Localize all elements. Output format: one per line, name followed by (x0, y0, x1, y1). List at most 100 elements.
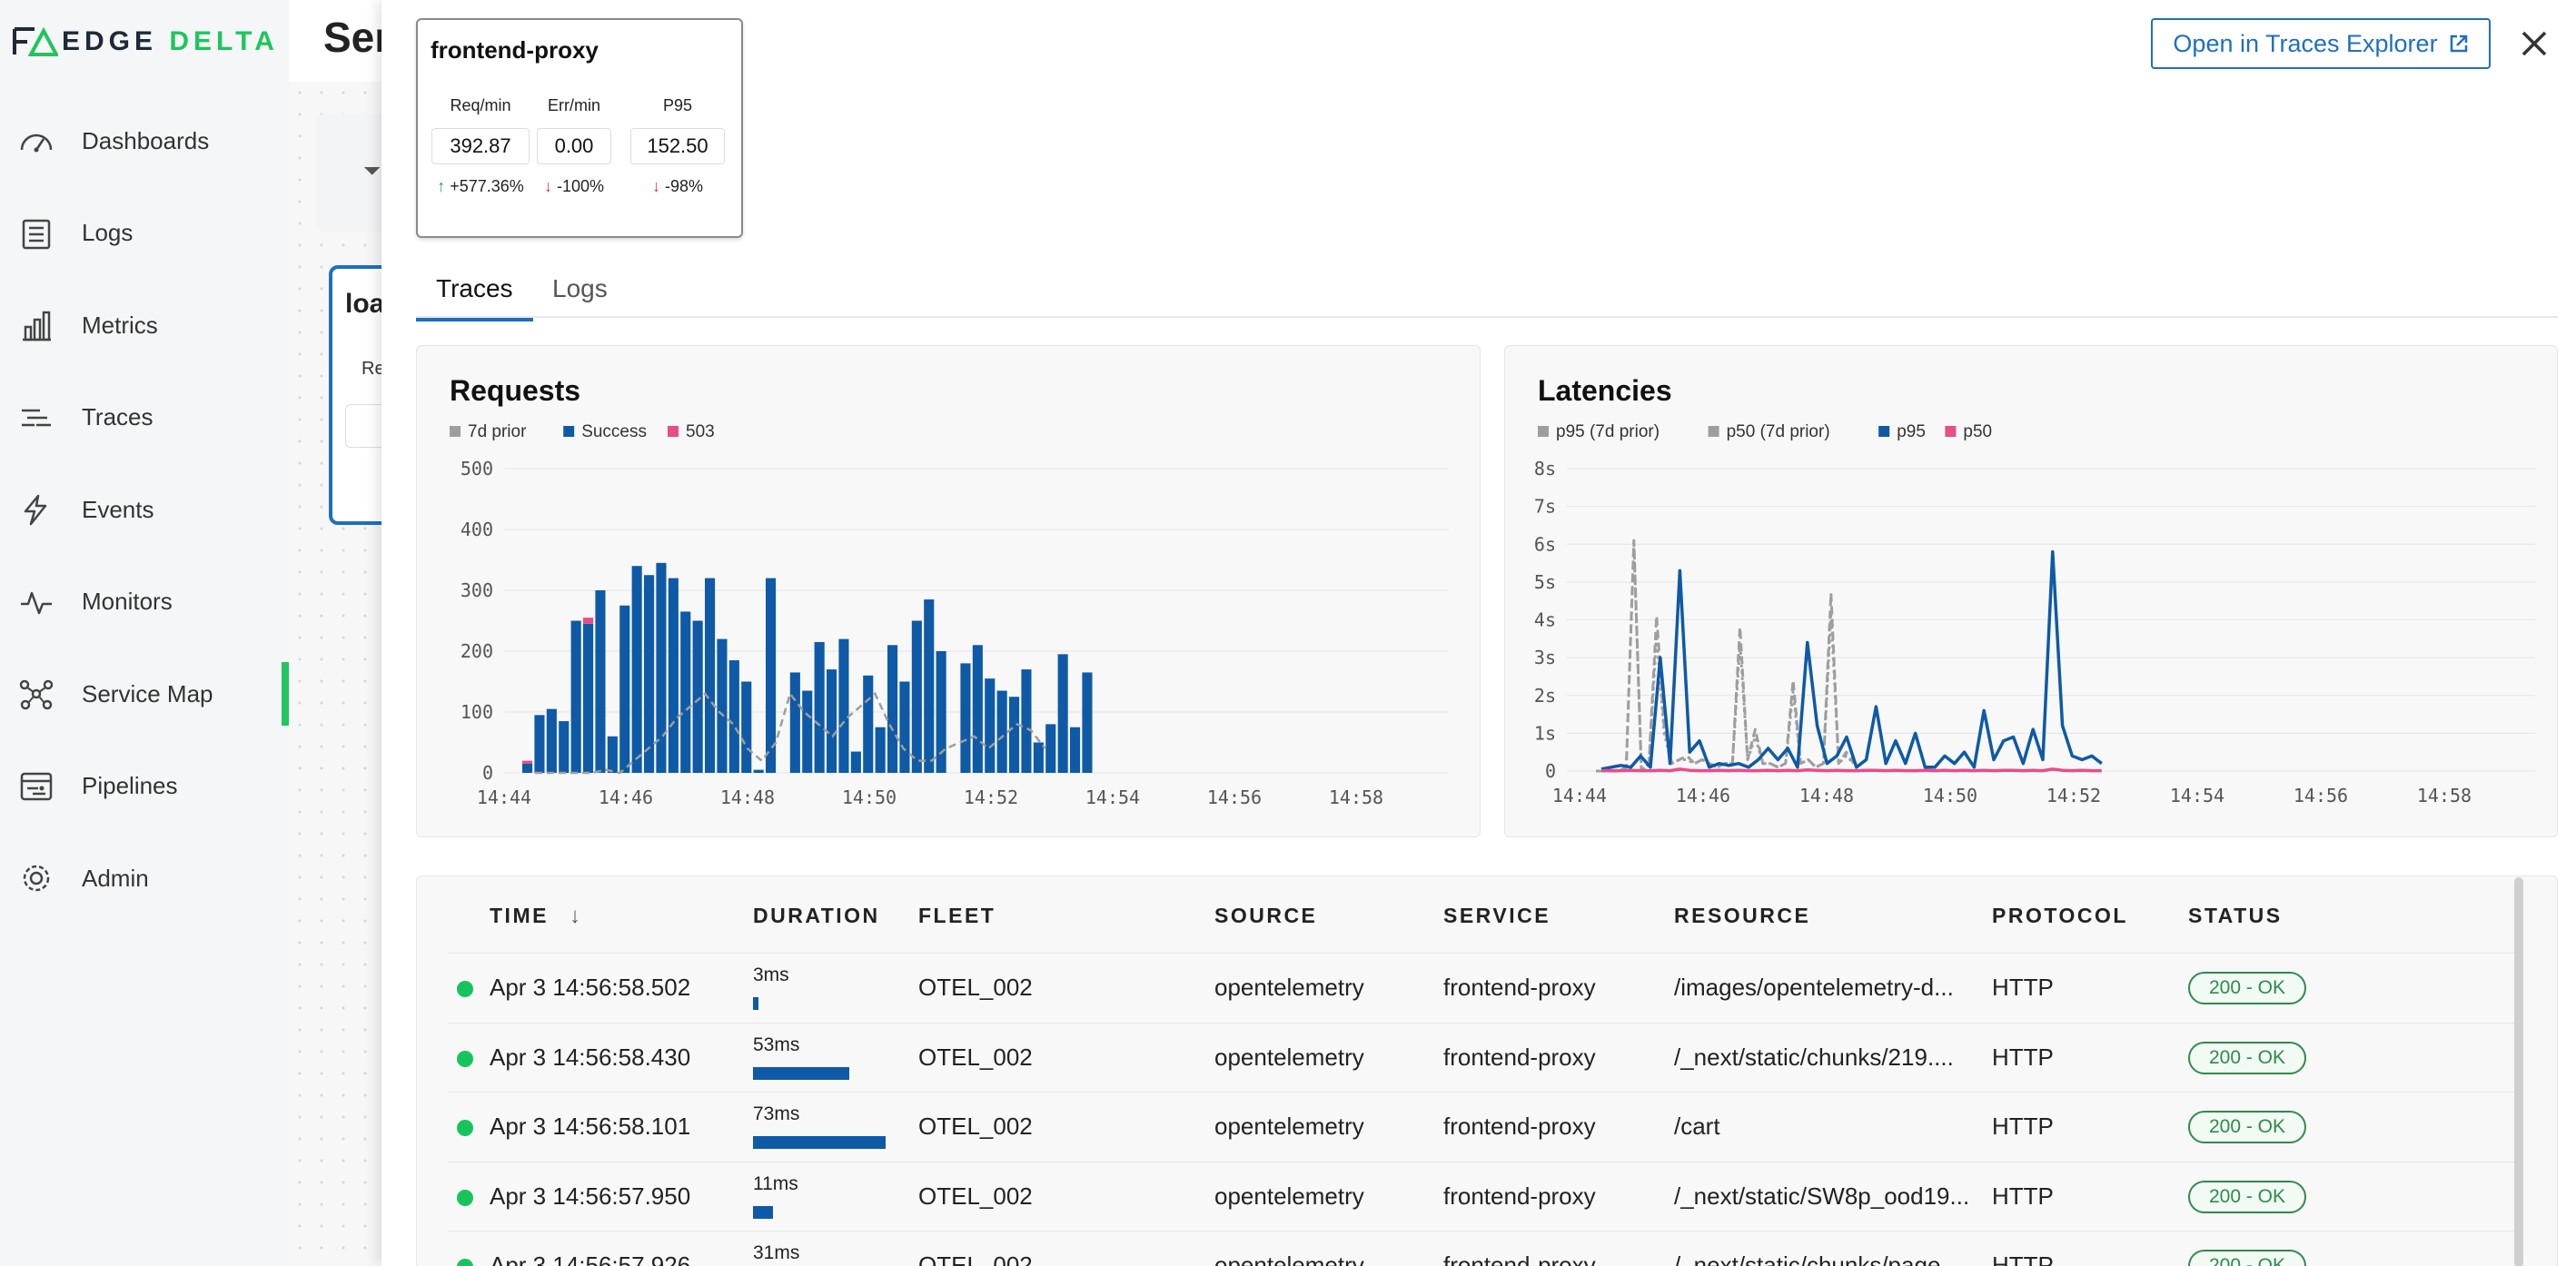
x-tick-label: 14:50 (1923, 785, 1977, 806)
requests-bar[interactable] (559, 721, 570, 773)
column-header-status[interactable]: STATUS (2188, 904, 2283, 927)
requests-bar[interactable] (1009, 697, 1020, 773)
requests-bar[interactable] (656, 562, 667, 773)
status-dot (457, 1050, 473, 1067)
requests-bar[interactable] (668, 578, 679, 773)
sidebar-item-label: Pipelines (82, 772, 178, 799)
requests-503-bar[interactable] (522, 760, 533, 764)
sidebar-item-label: Logs (82, 219, 134, 246)
requests-bar[interactable] (996, 690, 1007, 773)
requests-bar[interactable] (1082, 672, 1093, 773)
edge-delta-logo[interactable]: EDGE DELTA (13, 24, 279, 60)
requests-bar[interactable] (899, 681, 910, 774)
table-row[interactable]: Apr 3 14:56:58.430 OTEL_002 opentelemetry f… (448, 1022, 2519, 1092)
tab-traces[interactable]: Traces (416, 274, 532, 321)
requests-bar[interactable] (924, 599, 935, 773)
requests-bar[interactable] (814, 641, 825, 773)
column-header-service[interactable]: SERVICE (1443, 904, 1551, 927)
external-link-icon (2450, 35, 2467, 53)
column-header-fleet[interactable]: FLEET (918, 904, 996, 927)
column-header-source[interactable]: SOURCE (1214, 904, 1318, 927)
cell-protocol: HTTP (1992, 1182, 2054, 1210)
sidebar-item-metrics[interactable]: Metrics (0, 293, 289, 357)
requests-bar[interactable] (595, 590, 606, 773)
requests-bar[interactable] (863, 675, 874, 773)
legend-label[interactable]: p50 (7d prior) (1727, 422, 1830, 441)
open-in-traces-explorer-button[interactable]: Open in Traces Explorer (2151, 18, 2491, 69)
requests-bar[interactable] (1057, 654, 1068, 773)
requests-bar[interactable] (741, 681, 752, 774)
y-tick-label: 100 (461, 701, 493, 723)
y-tick-label: 3s (1534, 647, 1556, 668)
column-header-time[interactable]: TIME (490, 904, 549, 927)
requests-bar[interactable] (705, 578, 716, 773)
cell-duration: 31ms (753, 1242, 800, 1263)
legend-label[interactable]: p95 (7d prior) (1556, 422, 1660, 441)
requests-bar[interactable] (717, 638, 728, 773)
y-tick-label: 500 (461, 458, 493, 480)
sidebar-item-dashboards[interactable]: Dashboards (0, 109, 289, 173)
requests-bar[interactable] (619, 605, 630, 773)
requests-bar[interactable] (1033, 742, 1044, 774)
requests-bar[interactable] (1021, 669, 1032, 773)
requests-bar[interactable] (960, 663, 971, 773)
requests-bar[interactable] (692, 620, 703, 774)
legend-label[interactable]: 503 (686, 422, 715, 441)
column-header-duration[interactable]: DURATION (753, 904, 880, 927)
column-header-protocol[interactable]: PROTOCOL (1992, 904, 2128, 927)
requests-bar[interactable] (753, 769, 764, 773)
sidebar-item-monitors[interactable]: Monitors (0, 570, 289, 634)
tab-logs[interactable]: Logs (552, 274, 608, 302)
sidebar-item-traces[interactable]: Traces (0, 386, 289, 450)
requests-bar[interactable] (985, 678, 996, 773)
legend-label[interactable]: 7d prior (468, 422, 527, 441)
requests-bar[interactable] (850, 751, 861, 773)
sort-descending-icon[interactable]: ↓ (570, 904, 580, 928)
requests-bar[interactable] (802, 690, 813, 773)
requests-bar[interactable] (936, 651, 946, 773)
requests-bar[interactable] (607, 736, 618, 773)
requests-bar[interactable] (522, 763, 533, 773)
legend-label[interactable]: p95 (1897, 422, 1926, 441)
close-icon[interactable] (2516, 25, 2552, 62)
requests-bar[interactable] (631, 566, 642, 773)
sidebar-item-pipelines[interactable]: Pipelines (0, 755, 289, 818)
requests-bar[interactable] (875, 727, 886, 773)
requests-bar[interactable] (546, 708, 557, 773)
requests-bar[interactable] (789, 672, 800, 773)
requests-bar[interactable] (728, 660, 739, 773)
requests-bar[interactable] (680, 611, 691, 773)
sidebar-item-admin[interactable]: Admin (0, 846, 289, 910)
requests-bar[interactable] (534, 715, 545, 773)
table-row[interactable]: Apr 3 14:56:58.101 OTEL_002 opentelemetry f… (448, 1092, 2519, 1161)
sidebar-item-service-map[interactable]: Service Map (0, 662, 289, 726)
table-row[interactable]: Apr 3 14:56:57.926 OTEL_002 opentelemetry f… (448, 1231, 2519, 1266)
cell-protocol: HTTP (1992, 1043, 2054, 1071)
logo-text: EDGE DELTA (62, 26, 279, 56)
metrics-icon (23, 311, 51, 341)
requests-bar[interactable] (583, 623, 594, 773)
legend-label[interactable]: p50 (1963, 422, 1992, 441)
cell-protocol: HTTP (1992, 1113, 2054, 1140)
requests-bar[interactable] (911, 620, 922, 774)
requests-bar[interactable] (887, 645, 898, 773)
requests-bar[interactable] (644, 575, 655, 773)
requests-bar[interactable] (838, 638, 849, 773)
cell-time: Apr 3 14:56:58.430 (490, 1043, 691, 1071)
column-header-resource[interactable]: RESOURCE (1674, 904, 1811, 927)
p95-line (1600, 549, 2103, 771)
requests-bar[interactable] (766, 578, 777, 773)
legend-label[interactable]: Success (581, 422, 647, 441)
requests-503-bar[interactable] (583, 618, 594, 624)
sidebar-item-logs[interactable]: Logs (0, 202, 289, 265)
legend-swatch (563, 426, 575, 437)
table-row[interactable]: Apr 3 14:56:58.502 OTEL_002 opentelemetry f… (448, 953, 2519, 1022)
requests-bar[interactable] (570, 620, 581, 774)
table-row[interactable]: Apr 3 14:56:57.950 OTEL_002 opentelemetry f… (448, 1161, 2519, 1231)
table-scrollbar[interactable] (2514, 877, 2523, 1266)
sidebar-item-events[interactable]: Events (0, 478, 289, 541)
requests-bar[interactable] (827, 669, 837, 773)
requests-bar[interactable] (972, 645, 983, 773)
requests-bar[interactable] (1070, 727, 1081, 773)
requests-bar[interactable] (1045, 724, 1056, 773)
